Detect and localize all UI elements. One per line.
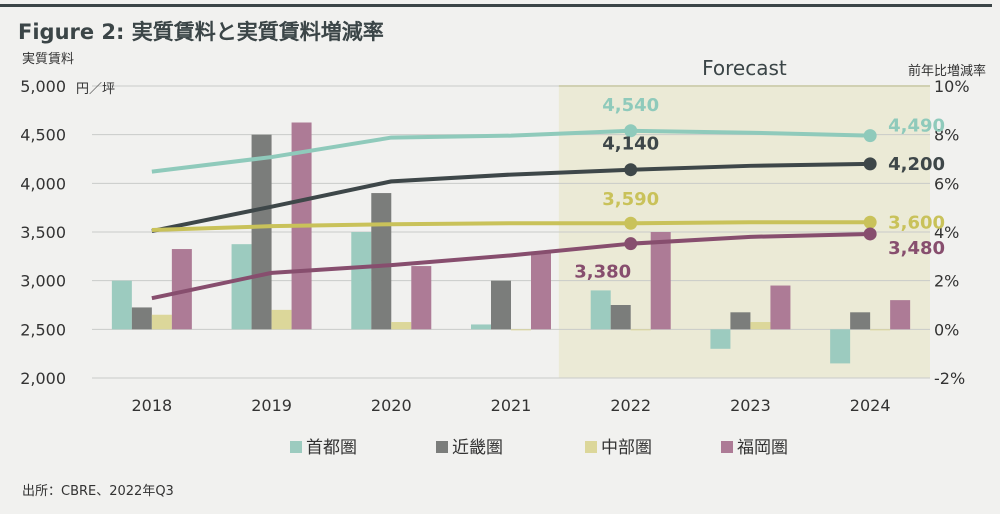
legend-label: 福岡圏	[737, 438, 788, 458]
bar-福岡圏	[171, 249, 192, 330]
y-left-unit-label: 円／坪	[76, 82, 115, 97]
point-福岡圏	[863, 227, 877, 241]
y-left-tick-label: 2,000	[20, 369, 66, 388]
legend-swatch-首都圏	[290, 441, 302, 453]
y-right-tick-label: 10%	[934, 77, 970, 96]
bar-福岡圏	[890, 300, 911, 330]
bar-首都圏	[231, 244, 252, 330]
legend-label: 中部圏	[601, 438, 652, 458]
legend-swatch-福岡圏	[721, 441, 733, 453]
y-left-axis-label: 実質賃料	[22, 51, 74, 67]
bar-中部圏	[630, 329, 651, 331]
y-left-tick-label: 5,000	[20, 77, 66, 96]
y-right-tick-label: 6%	[934, 174, 959, 193]
title-rule	[0, 4, 992, 7]
data-label-近畿圏: 4,140	[602, 134, 659, 155]
bar-中部圏	[511, 329, 531, 331]
y-right-tick-label: 8%	[934, 126, 959, 145]
point-福岡圏	[624, 237, 638, 251]
legend-swatch-近畿圏	[436, 441, 448, 453]
bar-中部圏	[391, 322, 412, 330]
point-近畿圏	[624, 163, 638, 177]
y-left-tick-label: 3,000	[20, 272, 66, 291]
bar-首都圏	[710, 329, 731, 349]
y-left-tick-label: 4,500	[20, 126, 66, 145]
bar-中部圏	[750, 322, 771, 330]
bar-近畿圏	[610, 305, 631, 330]
point-近畿圏	[863, 157, 877, 171]
bar-中部圏	[151, 314, 172, 330]
bar-首都圏	[590, 290, 611, 330]
bar-近畿圏	[371, 193, 392, 330]
data-label-福岡圏: 3,380	[574, 262, 631, 283]
data-label-中部圏: 3,600	[888, 212, 945, 233]
bar-首都圏	[111, 280, 132, 330]
bar-近畿圏	[850, 312, 871, 330]
x-tick-label: 2022	[610, 396, 651, 415]
line-中部圏	[151, 220, 871, 233]
y-right-tick-label: 2%	[934, 272, 959, 291]
data-label-福岡圏: 3,480	[888, 238, 945, 259]
line-近畿圏	[151, 161, 871, 233]
data-label-中部圏: 3,590	[602, 189, 659, 210]
point-首都圏	[624, 124, 638, 138]
point-中部圏	[624, 216, 638, 230]
data-label-首都圏: 4,540	[602, 95, 659, 116]
bar-首都圏	[830, 329, 851, 364]
bar-近畿圏	[491, 280, 511, 330]
bar-福岡圏	[531, 251, 551, 330]
x-tick-label: 2019	[251, 396, 292, 415]
bar-福岡圏	[770, 285, 791, 330]
y-left-tick-label: 4,000	[20, 174, 66, 193]
bar-近畿圏	[251, 134, 272, 330]
bar-首都圏	[471, 324, 491, 330]
legend-label: 近畿圏	[452, 438, 503, 458]
bar-中部圏	[870, 329, 891, 331]
x-tick-label: 2018	[131, 396, 172, 415]
legend-swatch-中部圏	[585, 441, 597, 453]
x-tick-label: 2024	[850, 396, 891, 415]
figure-title: Figure 2: 実質賃料と実質賃料増減率	[18, 20, 384, 44]
bar-近畿圏	[730, 312, 751, 330]
point-中部圏	[863, 215, 877, 229]
bar-近畿圏	[131, 307, 152, 330]
y-left-tick-label: 2,500	[20, 320, 66, 339]
y-right-tick-label: -2%	[934, 369, 965, 388]
bar-福岡圏	[650, 232, 671, 330]
legend-label: 首都圏	[306, 438, 357, 458]
point-首都圏	[863, 129, 877, 143]
forecast-label: Forecast	[702, 56, 787, 80]
y-right-tick-label: 4%	[934, 223, 959, 242]
x-tick-label: 2023	[730, 396, 771, 415]
line-福岡圏	[151, 231, 871, 301]
bar-中部圏	[271, 309, 292, 330]
bar-首都圏	[351, 232, 372, 330]
x-tick-label: 2020	[371, 396, 412, 415]
data-label-首都圏: 4,490	[888, 116, 945, 137]
bar-福岡圏	[411, 266, 432, 330]
y-right-tick-label: 0%	[934, 320, 959, 339]
source-note: 出所：CBRE、2022年Q3	[22, 484, 174, 499]
line-首都圏	[151, 128, 871, 174]
x-tick-label: 2021	[491, 396, 532, 415]
data-label-近畿圏: 4,200	[888, 154, 945, 175]
y-right-axis-label: 前年比増減率	[908, 63, 986, 79]
y-left-tick-label: 3,500	[20, 223, 66, 242]
